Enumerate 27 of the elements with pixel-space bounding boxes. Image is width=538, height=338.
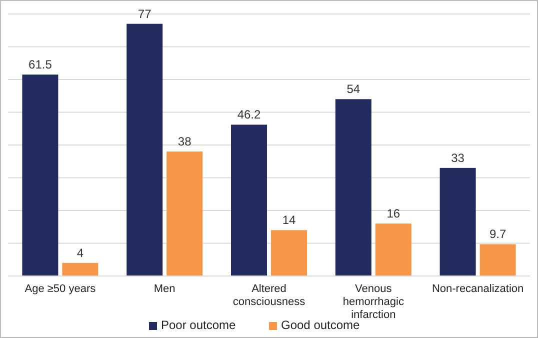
bar [62, 262, 98, 276]
bar [166, 152, 203, 276]
bar [480, 244, 516, 276]
data-label: 38 [178, 134, 192, 149]
bar [22, 74, 58, 276]
data-label: 16 [386, 206, 400, 221]
data-label: 54 [346, 82, 360, 96]
bar [126, 24, 163, 276]
data-label: 46.2 [237, 108, 261, 122]
legend-label: Good outcome [281, 318, 360, 332]
x-tick-label: Venous hemorrhagic infarction [342, 283, 404, 321]
data-label: 14 [282, 213, 296, 228]
data-label: 33 [451, 150, 465, 165]
x-tick-label: Men [154, 283, 176, 295]
x-tick-label: Altered consciousness [232, 283, 306, 308]
bar [335, 99, 372, 276]
data-label: 9.7 [489, 227, 506, 242]
bar [271, 230, 307, 276]
data-label: 4 [76, 246, 84, 260]
data-label: 61.5 [28, 58, 52, 72]
legend-label: Poor outcome [161, 318, 236, 332]
data-label: 77 [138, 6, 152, 21]
x-tick-label: Age ≥50 years [24, 283, 96, 295]
bar [375, 224, 412, 276]
bar [231, 124, 267, 276]
x-tick-label: Non-recanalization [432, 283, 524, 295]
bar [440, 168, 476, 276]
